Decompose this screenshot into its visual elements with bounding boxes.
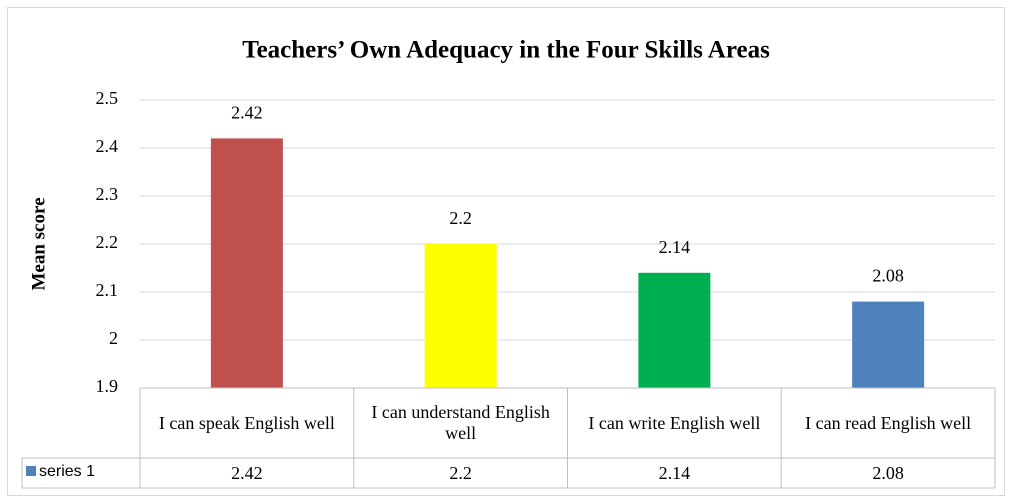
x-tick-label: I can speak English well [158,412,335,433]
bar [424,244,497,388]
x-tick-label: I can read English well [805,412,972,433]
table-value: 2.08 [872,462,904,483]
data-label: 2.14 [659,237,691,257]
legend-label: series 1 [39,463,96,480]
legend-swatch [26,466,36,476]
y-tick-label: 2 [109,328,118,348]
x-tick-label: I can write English well [588,412,761,433]
bar [638,272,711,388]
table-value: 2.14 [658,462,691,483]
data-label: 2.42 [231,103,263,123]
legend-entry: series 1 [22,458,140,488]
data-label: 2.08 [872,266,904,286]
y-tick-label: 2.4 [96,136,119,156]
y-tick-label: 2.3 [96,184,119,204]
y-axis-label: Mean score [28,197,49,290]
data-label: 2.2 [449,208,472,228]
y-tick-label: 2.2 [96,232,119,252]
bar [210,138,283,388]
chart-border [7,7,1005,496]
chart-title: Teachers’ Own Adequacy in the Four Skill… [242,37,770,64]
y-tick-label: 2.5 [96,88,119,108]
table-value: 2.2 [449,462,472,483]
table-value: 2.42 [231,462,263,483]
bar [852,301,925,388]
y-tick-label: 2.1 [96,280,119,300]
y-tick-label: 1.9 [96,376,119,396]
x-tick-label: I can understand English well [371,402,550,443]
